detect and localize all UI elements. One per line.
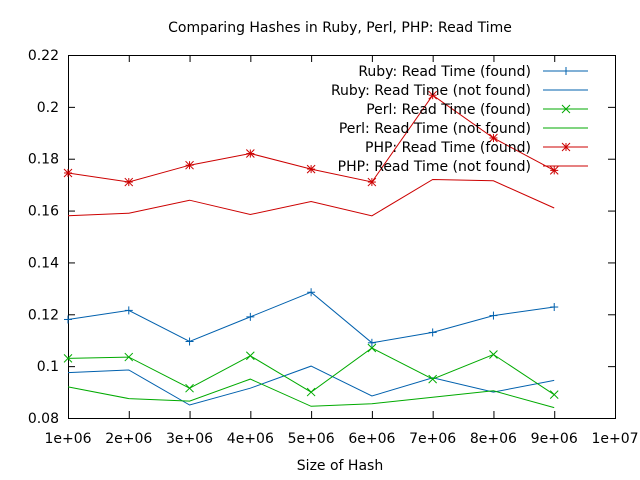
- series-5: [63, 90, 559, 187]
- data-point: [489, 311, 498, 320]
- series-line: [67, 378, 555, 409]
- series-line: [67, 365, 555, 406]
- y-tick-label: 0.1: [37, 359, 59, 375]
- x-tick-label: 6e+06: [348, 431, 395, 447]
- series-line: [67, 178, 555, 217]
- data-point: [550, 303, 559, 312]
- data-point: [367, 343, 377, 353]
- data-point: [185, 337, 194, 346]
- data-point: [561, 104, 571, 114]
- axis-ticks: 1e+06 2e+06 3e+06 4e+06 5e+06 6e+06 7e+06 8e+06…: [28, 48, 639, 447]
- marker-stroke: [489, 133, 498, 143]
- data-point: [367, 338, 376, 347]
- data-point: [124, 306, 133, 315]
- legend: Ruby: Read Time (found) Ruby: Read Time (…: [331, 64, 588, 175]
- series-line: [67, 347, 555, 396]
- marker-stroke: [185, 160, 194, 170]
- data-point: [245, 149, 255, 158]
- data-point: [63, 354, 73, 363]
- legend-entry: PHP: Read Time (not found): [338, 159, 588, 175]
- series-6: [67, 178, 555, 217]
- y-tick-label: 0.2: [37, 100, 59, 116]
- data-point: [63, 168, 73, 178]
- marker-stroke: [428, 374, 438, 384]
- marker-stroke: [245, 149, 255, 158]
- series-3: [63, 343, 559, 400]
- y-tick-label: 0.16: [28, 204, 59, 220]
- marker-stroke: [306, 164, 316, 174]
- legend-entry: Ruby: Read Time (found): [358, 64, 588, 80]
- x-tick-label: 4e+06: [227, 431, 274, 447]
- marker-stroke: [367, 177, 377, 187]
- data-point: [306, 164, 316, 174]
- x-tick-label: 9e+06: [531, 431, 578, 447]
- marker-stroke: [549, 166, 559, 175]
- y-tick-label: 0.12: [28, 307, 59, 323]
- marker-stroke: [306, 387, 316, 397]
- data-point: [124, 352, 134, 362]
- data-point: [489, 350, 498, 359]
- marker-stroke: [185, 383, 194, 393]
- data-point: [185, 160, 194, 170]
- legend-label: Perl: Read Time (not found): [339, 121, 531, 137]
- marker-stroke: [428, 90, 438, 100]
- series-line: [67, 291, 555, 344]
- legend-entry: PHP: Read Time (found): [365, 140, 588, 156]
- legend-label: Perl: Read Time (found): [366, 102, 531, 118]
- chart-title: Comparing Hashes in Ruby, Perl, PHP: Rea…: [168, 20, 512, 36]
- data-point: [428, 90, 438, 100]
- data-point: [428, 328, 437, 337]
- marker-stroke: [561, 104, 571, 114]
- y-tick-label: 0.14: [28, 255, 59, 271]
- y-tick-label: 0.22: [28, 48, 59, 64]
- data-point: [428, 374, 438, 384]
- x-tick-label: 7e+06: [409, 431, 456, 447]
- x-tick-label: 1e+07: [591, 431, 638, 447]
- x-tick-label: 1e+06: [44, 431, 91, 447]
- plot-frame: [68, 55, 616, 419]
- marker-stroke: [63, 168, 73, 178]
- legend-label: Ruby: Read Time (found): [358, 64, 531, 80]
- marker-stroke: [245, 351, 255, 361]
- legend-label: PHP: Read Time (found): [365, 140, 531, 156]
- data-point: [64, 315, 72, 324]
- marker-stroke: [124, 352, 134, 362]
- data-point: [489, 133, 498, 143]
- x-tick-label: 3e+06: [166, 431, 213, 447]
- legend-entry: Ruby: Read Time (not found): [331, 83, 588, 99]
- data-point: [562, 67, 570, 75]
- legend-entry: Perl: Read Time (not found): [339, 121, 588, 137]
- data-point: [367, 177, 377, 187]
- legend-label: Ruby: Read Time (not found): [331, 83, 531, 99]
- data-point: [306, 387, 316, 397]
- data-point: [307, 288, 316, 297]
- data-point: [561, 142, 571, 152]
- x-tick-label: 8e+06: [470, 431, 517, 447]
- marker-stroke: [124, 177, 134, 187]
- series-4: [67, 378, 555, 409]
- marker-stroke: [63, 354, 73, 363]
- data-point: [124, 177, 134, 187]
- x-tick-label: 2e+06: [105, 431, 152, 447]
- data-point: [185, 383, 194, 393]
- data-point: [549, 166, 559, 175]
- y-tick-label: 0.08: [28, 411, 59, 427]
- x-axis-label: Size of Hash: [297, 458, 383, 474]
- x-tick-label: 5e+06: [288, 431, 335, 447]
- marker-stroke: [549, 390, 559, 400]
- legend-entry: Perl: Read Time (found): [366, 102, 588, 118]
- marker-stroke: [489, 350, 498, 359]
- data-point: [245, 351, 255, 361]
- y-tick-label: 0.18: [28, 152, 59, 168]
- series-2: [67, 365, 555, 406]
- marker-stroke: [367, 343, 377, 353]
- series-1: [64, 288, 559, 347]
- legend-label: PHP: Read Time (not found): [338, 159, 531, 175]
- data-point: [549, 390, 559, 400]
- data-point: [246, 312, 255, 321]
- series-layer: [63, 90, 559, 409]
- marker-stroke: [561, 142, 571, 152]
